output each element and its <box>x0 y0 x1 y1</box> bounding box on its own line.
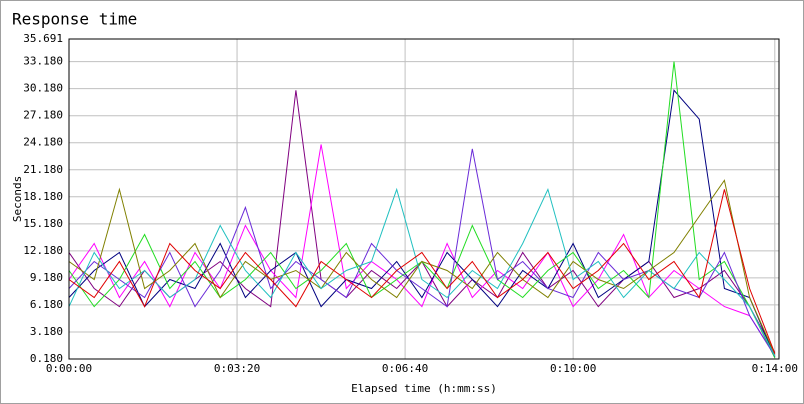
x-tick-label: 0:14:00 <box>752 362 798 375</box>
series-line <box>68 187 776 357</box>
y-tick-label: 30.180 <box>23 82 63 95</box>
plot-area <box>68 38 780 360</box>
y-tick-label: 15.180 <box>23 217 63 230</box>
y-tick-label: 21.180 <box>23 163 63 176</box>
y-tick-label: 9.180 <box>30 271 63 284</box>
y-tick-label: 6.180 <box>30 298 63 311</box>
y-tick-label: 18.180 <box>23 190 63 203</box>
y-tick-label: 0.180 <box>30 352 63 365</box>
x-tick-label: 0:00:00 <box>46 362 92 375</box>
x-tick-label: 0:06:40 <box>382 362 428 375</box>
x-axis-label: Elapsed time (h:mm:ss) <box>351 382 497 395</box>
y-axis-label: Seconds <box>11 176 24 222</box>
x-tick-label: 0:03:20 <box>214 362 260 375</box>
y-tick-label: 3.180 <box>30 325 63 338</box>
plot-border <box>68 38 780 360</box>
x-tick-label: 0:10:00 <box>550 362 596 375</box>
series-line <box>68 189 776 354</box>
series-line <box>68 179 776 355</box>
y-tick-label: 33.180 <box>23 55 63 68</box>
y-tick-label: 24.180 <box>23 136 63 149</box>
y-tick-label: 12.180 <box>23 244 63 257</box>
y-tick-label: 35.691 <box>23 32 63 45</box>
y-tick-label: 27.180 <box>23 109 63 122</box>
chart-title: Response time <box>12 10 137 29</box>
